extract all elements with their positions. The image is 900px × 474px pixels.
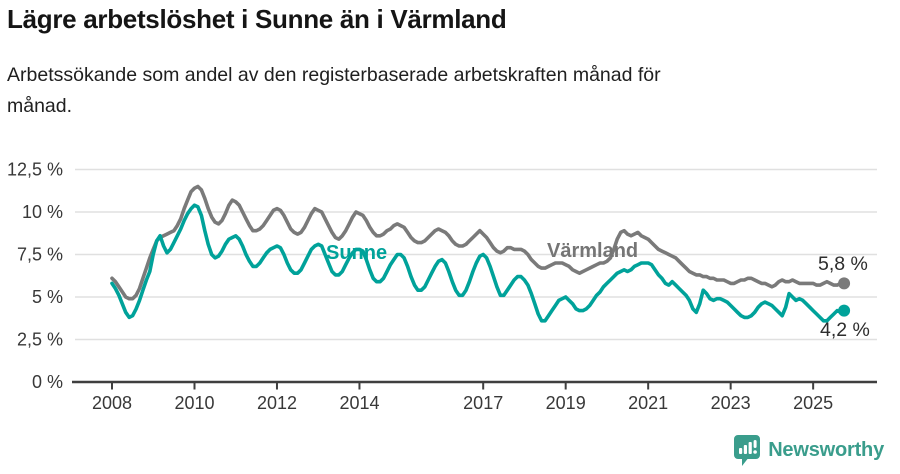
chart-subtitle: Arbetssökande som andel av den registerb… — [7, 60, 661, 122]
series-label-sunne: Sunne — [326, 242, 387, 264]
series-line-sunne — [110, 203, 846, 323]
series-line-vrmland — [110, 184, 846, 301]
x-axis-label: 2025 — [793, 393, 833, 413]
series-end-value-sunne: 4,2 % — [820, 319, 870, 341]
x-axis-label: 2019 — [546, 393, 586, 413]
y-axis-label: 5 % — [32, 287, 63, 307]
series-end-dot-sunne — [838, 304, 851, 317]
y-axis-label: 12,5 % — [7, 160, 63, 180]
newsworthy-brand-text: Newsworthy — [768, 439, 884, 461]
y-axis-label: 2,5 % — [17, 330, 63, 350]
newsworthy-logo-icon — [734, 435, 761, 466]
footer-logo: Newsworthy — [734, 435, 884, 466]
x-axis-label: 2010 — [174, 393, 214, 413]
x-axis-label: 2017 — [463, 393, 503, 413]
x-axis-label: 2021 — [628, 393, 668, 413]
x-axis-label: 2014 — [339, 393, 379, 413]
y-axis-label: 7,5 % — [17, 245, 63, 265]
x-axis-label: 2012 — [257, 393, 297, 413]
series-end-dot-vrmland — [838, 277, 851, 290]
chart-subtitle-line-2: månad. — [7, 95, 73, 117]
chart-subtitle-line-1: Arbetssökande som andel av den registerb… — [7, 64, 661, 86]
y-axis-label: 10 % — [22, 202, 63, 222]
chart-title: Lägre arbetslöshet i Sunne än i Värmland — [7, 4, 507, 34]
series-label-vrmland: Värmland — [547, 240, 638, 262]
y-axis-label: 0 % — [32, 372, 63, 392]
x-axis-label: 2008 — [92, 393, 132, 413]
x-axis-label: 2023 — [711, 393, 751, 413]
series-end-value-vrmland: 5,8 % — [818, 253, 868, 275]
